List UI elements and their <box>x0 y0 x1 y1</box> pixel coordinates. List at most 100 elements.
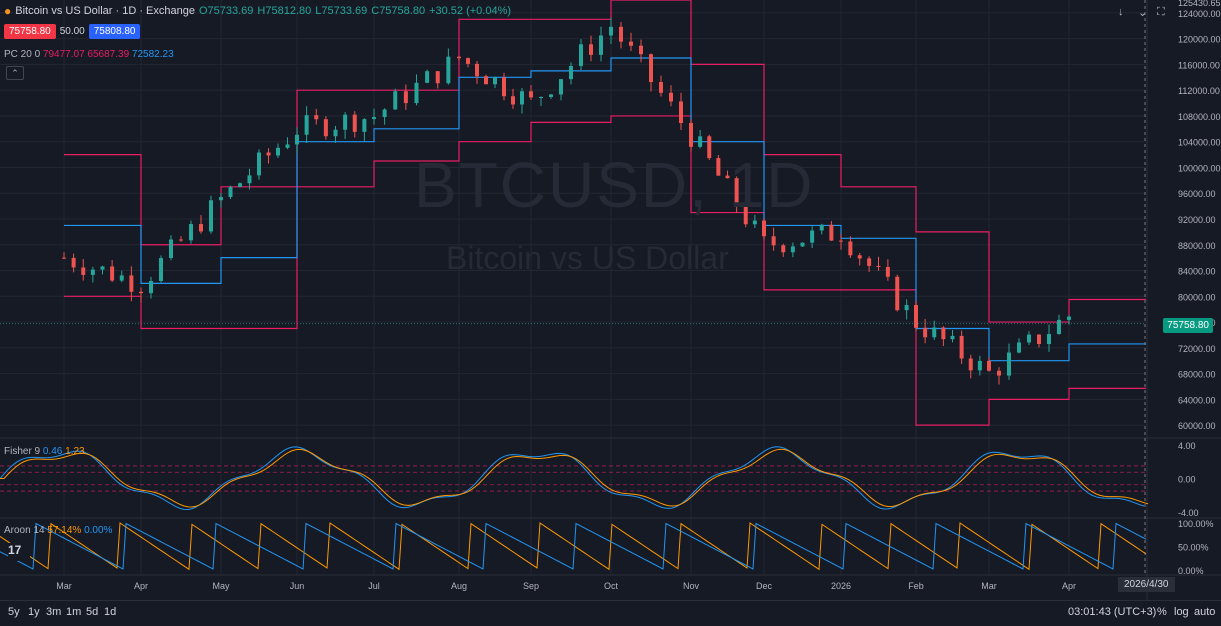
candle-body <box>669 92 673 102</box>
ohlc-high: H75812.80 <box>257 5 312 17</box>
candle-body <box>941 327 946 340</box>
fisher-v1: 0.46 <box>42 446 63 457</box>
candle-body <box>790 246 795 253</box>
time-tick-label: Oct <box>604 581 619 591</box>
chart-area[interactable]: 124000.00 120000.00 116000.00 112000.00 1080… <box>0 0 1221 600</box>
candle-body <box>159 258 163 281</box>
price-tick-label: 92000.00 <box>1178 215 1216 225</box>
range-3m[interactable]: 3m <box>46 606 62 618</box>
candle-body <box>352 114 357 132</box>
collapse-legend-button[interactable]: ⌃ <box>6 66 24 80</box>
price-tick-label: 64000.00 <box>1178 395 1216 405</box>
time-tick-label: Feb <box>908 581 924 591</box>
candle-body <box>257 152 261 176</box>
price-tick-label: 120000.00 <box>1178 35 1221 45</box>
candle-body <box>923 327 928 338</box>
candle-body <box>1037 334 1041 344</box>
candle-body <box>649 54 653 83</box>
pc-mid: 72582.23 <box>131 49 174 60</box>
auto-toggle[interactable]: auto <box>1194 606 1216 618</box>
price-tick-label: 108000.00 <box>1178 112 1221 122</box>
pc-label: PC 20 0 <box>4 49 41 60</box>
aroon-legend[interactable]: Aroon 14 57.14% 0.00% <box>4 525 112 536</box>
qty-value[interactable]: 50.00 <box>59 26 85 37</box>
range-5d[interactable]: 5d <box>86 606 99 618</box>
candle-body <box>425 71 430 83</box>
candle-body <box>179 239 183 241</box>
pc-legend[interactable]: PC 20 0 79477.07 65687.39 72582.23 <box>4 49 174 60</box>
price-tick-label: 68000.00 <box>1178 370 1216 380</box>
price-tick-label: 60000.00 <box>1178 421 1216 431</box>
clock[interactable]: 03:01:43 (UTC+3) <box>1068 606 1157 618</box>
time-tick-label: Dec <box>756 581 773 591</box>
candle-body <box>589 44 593 55</box>
candle-body <box>323 119 328 137</box>
chart-svg[interactable]: 124000.00 120000.00 116000.00 112000.00 1080… <box>0 0 1221 600</box>
candle-body <box>382 109 387 118</box>
price-tick-label: 80000.00 <box>1178 292 1216 302</box>
time-tick-label: Jun <box>290 581 305 591</box>
candle-body <box>414 82 419 104</box>
candle-body <box>502 77 506 97</box>
ohlc-change: +30.52 (+0.04%) <box>429 5 512 17</box>
buy-button[interactable]: 75808.80 <box>88 24 141 39</box>
fisher-tick-label: 4.00 <box>1178 441 1196 451</box>
range-5y[interactable]: 5y <box>8 606 20 618</box>
aroon-tick-label: 0.00% <box>1178 566 1204 576</box>
range-1d[interactable]: 1d <box>104 606 117 618</box>
series-pc-upper <box>64 0 1146 323</box>
candle-body <box>950 335 955 340</box>
aroon-tick-label: 50.00% <box>1178 543 1209 553</box>
candle-body <box>579 44 583 66</box>
scroll-down-icon[interactable]: ↓ <box>1118 6 1124 18</box>
candle-body <box>100 266 105 270</box>
price-tick-label: 112000.00 <box>1178 86 1220 96</box>
candle-body <box>698 136 703 147</box>
candle-body <box>819 224 824 231</box>
candle-body <box>314 115 319 120</box>
chart-header: ● Bitcoin vs US Dollar · 1D · Exchange O… <box>4 4 511 18</box>
candle-body <box>639 45 643 55</box>
price-tick-label: 72000.00 <box>1178 344 1216 354</box>
percent-toggle[interactable]: % <box>1157 606 1167 618</box>
candle-body <box>493 77 497 85</box>
candle-body <box>466 58 470 64</box>
range-1m[interactable]: 1m <box>66 606 82 618</box>
candle-body <box>276 147 280 156</box>
cursor-date-tag: 2026/4/30 <box>1118 577 1175 592</box>
candle-body <box>734 178 739 207</box>
candle-body <box>829 224 834 241</box>
candle-body <box>484 76 488 85</box>
candle-body <box>1057 319 1061 335</box>
series-pc-lower <box>64 115 1146 426</box>
candle-body <box>839 240 843 242</box>
fisher-trigger-line <box>0 448 1149 508</box>
time-tick-label: Apr <box>1062 581 1076 591</box>
candle-body <box>90 269 95 275</box>
range-1y[interactable]: 1y <box>28 606 40 618</box>
chevron-down-icon[interactable]: ⌄ <box>1138 7 1148 19</box>
symbol-title[interactable]: Bitcoin vs US Dollar · 1D · Exchange <box>15 5 195 17</box>
candle-body <box>857 255 862 259</box>
price-tick-label: 124000.00 <box>1178 9 1221 19</box>
fisher-legend[interactable]: Fisher 9 0.46 1.23 <box>4 446 85 457</box>
candle-body <box>977 360 982 371</box>
candle-body <box>781 245 786 253</box>
candle-body <box>932 327 937 338</box>
candle-body <box>689 123 693 147</box>
candle-body <box>904 305 909 311</box>
candle-body <box>295 134 299 145</box>
tradingview-logo-icon[interactable]: 17 <box>8 543 30 561</box>
aroon-label: Aroon 14 <box>4 525 45 536</box>
log-toggle[interactable]: log <box>1174 606 1189 618</box>
aroon-down: 0.00% <box>84 525 113 536</box>
watermark-symbol: BTCUSD, 1D <box>414 149 815 221</box>
ohlc-low: L75733.69 <box>315 5 368 17</box>
candle-body <box>959 335 964 359</box>
fullscreen-icon[interactable]: ⛶ <box>1157 6 1165 18</box>
candle-body <box>238 183 242 187</box>
candle-body <box>1007 352 1011 376</box>
sell-button[interactable]: 75758.80 <box>4 24 56 39</box>
price-tick-label: 100000.00 <box>1178 163 1221 173</box>
candle-body <box>987 360 991 371</box>
